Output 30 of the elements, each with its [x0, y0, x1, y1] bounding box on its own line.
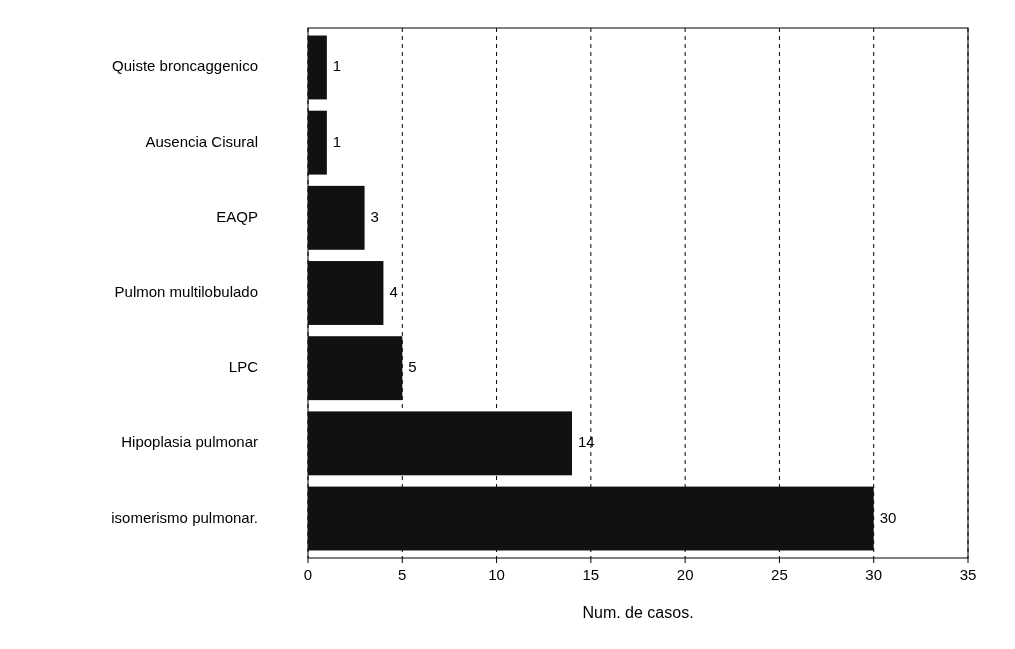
bar: [308, 261, 384, 325]
y-tick-label: LPC: [228, 358, 259, 376]
x-tick-label: 15: [582, 566, 600, 583]
bar: [308, 336, 403, 401]
x-tick-label: 20: [676, 566, 694, 583]
x-tick-label: 25: [771, 566, 788, 583]
x-tick-label: 10: [488, 566, 505, 583]
data-label: 30: [879, 508, 897, 526]
x-axis-title: Num. de casos.: [582, 604, 694, 621]
y-tick-label: Hipoplasia pulmonar: [121, 433, 258, 451]
y-tick-label: EAQP: [216, 207, 258, 225]
data-label: 3: [370, 207, 379, 225]
x-tick-label: 35: [959, 566, 977, 583]
bar: [308, 110, 327, 175]
x-tick-label: 5: [398, 566, 407, 583]
bar: [308, 185, 365, 250]
x-tick-label: 0: [303, 566, 313, 583]
y-tick-label: Ausencia Cisural: [145, 132, 258, 150]
y-tick-label: Quiste broncaggenico: [112, 57, 258, 75]
data-label: 5: [408, 358, 417, 376]
bar: [308, 411, 572, 476]
x-tick-label: 30: [865, 566, 883, 583]
data-label: 4: [389, 282, 398, 300]
bar: [308, 35, 327, 100]
bar: [308, 486, 874, 551]
y-tick-label: Pulmon multilobulado: [114, 282, 258, 300]
data-label: 1: [332, 132, 342, 150]
y-tick-label: isomerismo pulmonar.: [111, 508, 258, 526]
data-label: 14: [578, 433, 595, 451]
data-label: 1: [332, 57, 342, 75]
